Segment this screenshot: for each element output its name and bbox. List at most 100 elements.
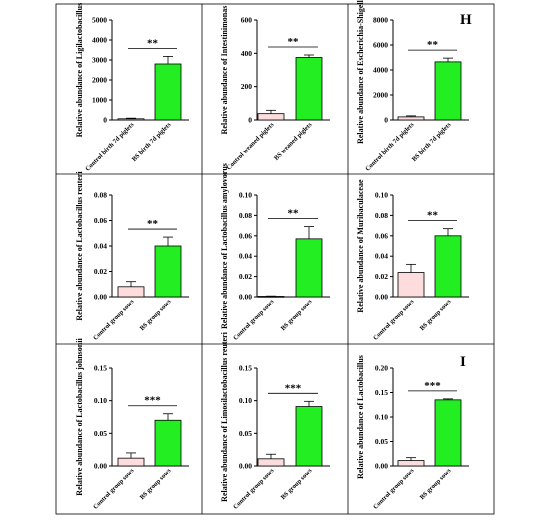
chart-panel-1: 0 1000 2000 3000 4000 5000 Relative abundance …	[75, 3, 189, 173]
significance-marker: **	[147, 37, 159, 49]
y-axis-title: Relative abundance of Escherichia-Shigel…	[356, 0, 365, 144]
y-tick-label: 0	[103, 116, 107, 125]
category-label: Control group sows	[92, 298, 136, 342]
bar-treated	[434, 399, 462, 467]
category-label: Control group sows	[92, 467, 136, 511]
bar-treated	[154, 245, 182, 298]
significance-marker: ***	[285, 382, 302, 394]
y-tick-label: 0.00	[94, 462, 107, 471]
panel-letter-i: I	[460, 354, 466, 370]
y-tick-label: 0.15	[94, 364, 107, 373]
y-tick-label: 0.05	[94, 429, 107, 438]
significance-marker: **	[427, 210, 439, 222]
chart-panel-7: 0.00 0.05 0.10 0.15 Relative abundance of La…	[75, 338, 189, 511]
category-label: BS group sows	[139, 467, 173, 501]
y-tick-label: 0.02	[94, 267, 107, 276]
y-tick-label: 0.10	[239, 396, 252, 405]
y-tick-label: 0.06	[239, 231, 252, 240]
y-axis-title: Relative abundance of Intestinimonas	[220, 6, 229, 135]
bar-control	[397, 460, 425, 467]
significance-marker: ***	[424, 380, 441, 392]
y-tick-label: 0.05	[239, 429, 252, 438]
y-tick-label: 0.04	[94, 242, 107, 251]
category-label: BS group sows	[419, 467, 453, 501]
y-tick-label: 0.10	[94, 396, 107, 405]
y-tick-label: 0.10	[239, 191, 252, 200]
y-tick-label: 4000	[92, 36, 107, 45]
category-label: Control group sows	[372, 298, 416, 342]
y-tick-label: 0.00	[375, 462, 388, 471]
y-tick-label: 0.00	[375, 293, 388, 302]
bar-treated	[154, 63, 182, 121]
y-tick-label: 0.04	[239, 252, 252, 261]
y-tick-label: 0.08	[94, 191, 107, 200]
y-tick-label: 2000	[92, 76, 107, 85]
y-axis-title: Relative abundance of Lactobacillus	[356, 355, 365, 479]
category-label: BS birth 7d piglets	[131, 121, 173, 163]
y-tick-label: 6000	[373, 41, 388, 50]
category-label: BS birth 7d piglets	[411, 121, 453, 163]
y-tick-label: 0.00	[94, 293, 107, 302]
bar-treated	[295, 57, 323, 121]
category-label: Control group sows	[232, 467, 276, 511]
y-tick-label: 0.20	[375, 364, 388, 373]
bar-treated	[295, 238, 323, 298]
category-label: Control group sows	[372, 467, 416, 511]
y-tick-label: 0.05	[375, 437, 388, 446]
category-label: BS group sows	[280, 298, 314, 332]
bar-control	[397, 116, 425, 121]
category-label: Control birth 7d piglets	[364, 121, 416, 173]
bar-treated	[434, 61, 462, 121]
y-axis-title: Relative abundance of Lactobacillus reut…	[75, 171, 84, 321]
bar-control	[117, 457, 145, 467]
bar-treated	[295, 406, 323, 467]
y-tick-label: 0.04	[375, 252, 388, 261]
bar-treated	[434, 235, 462, 298]
chart-panel-9: 0.00 0.05 0.10 0.15 0.20 Relative abundance o…	[356, 355, 469, 511]
category-label: BS weaned piglets	[273, 121, 314, 162]
y-axis-title: Relative abundance of Muribaculaceae	[356, 179, 365, 313]
bar-control	[397, 272, 425, 298]
significance-marker: **	[288, 208, 300, 220]
y-tick-label: 0.10	[375, 413, 388, 422]
chart-panel-5: 0.00 0.02 0.04 0.06 0.08 0.10 Relative abundan…	[220, 163, 330, 342]
y-tick-label: 5000	[92, 16, 107, 25]
y-axis-title: Relative abundance of Ligilactobacillus	[75, 3, 84, 137]
y-tick-label: 4000	[373, 66, 388, 75]
y-axis-title: Relative abundance of Lactobacillus john…	[75, 338, 84, 496]
bar-control	[257, 113, 285, 121]
significance-marker: **	[427, 39, 439, 51]
y-tick-label: 3000	[92, 56, 107, 65]
bar-control	[117, 286, 145, 298]
y-tick-label: 0	[248, 116, 252, 125]
significance-marker: **	[288, 36, 300, 48]
y-tick-label: 0.00	[239, 462, 252, 471]
y-tick-label: 0.06	[375, 231, 388, 240]
y-tick-label: 0.02	[375, 272, 388, 281]
chart-panel-8: 0.00 0.05 0.10 0.15 Relative abundance of Li…	[220, 331, 330, 511]
chart-panel-4: 0.00 0.02 0.04 0.06 0.08 Relative abundance o…	[75, 171, 189, 342]
y-tick-label: 0.02	[239, 272, 252, 281]
chart-panel-3: 0 2000 4000 6000 8000 Relative abundance of E…	[356, 0, 469, 173]
chart-panel-2: 0 200 400 600 Relative abundance of Intestin…	[220, 6, 330, 172]
y-tick-label: 0.15	[239, 364, 252, 373]
y-tick-label: 0.10	[375, 191, 388, 200]
significance-marker: **	[147, 218, 159, 230]
chart-panel-6: 0.00 0.02 0.04 0.06 0.08 0.10 Relative abundan…	[356, 179, 469, 342]
category-label: Control group sows	[232, 298, 276, 342]
y-tick-label: 0.08	[375, 211, 388, 220]
y-tick-label: 0.08	[239, 211, 252, 220]
category-label: BS group sows	[139, 298, 173, 332]
y-tick-label: 0.15	[375, 388, 388, 397]
panel-letter-h: H	[460, 12, 472, 28]
y-tick-label: 8000	[373, 16, 388, 25]
y-tick-label: 2000	[373, 91, 388, 100]
bar-control	[117, 118, 145, 121]
y-tick-label: 0	[384, 116, 388, 125]
bar-treated	[154, 419, 182, 467]
bar-control	[257, 296, 285, 298]
category-label: Control weaned piglets	[225, 121, 275, 171]
y-tick-label: 600	[241, 16, 253, 25]
y-tick-label: 0.06	[94, 216, 107, 225]
